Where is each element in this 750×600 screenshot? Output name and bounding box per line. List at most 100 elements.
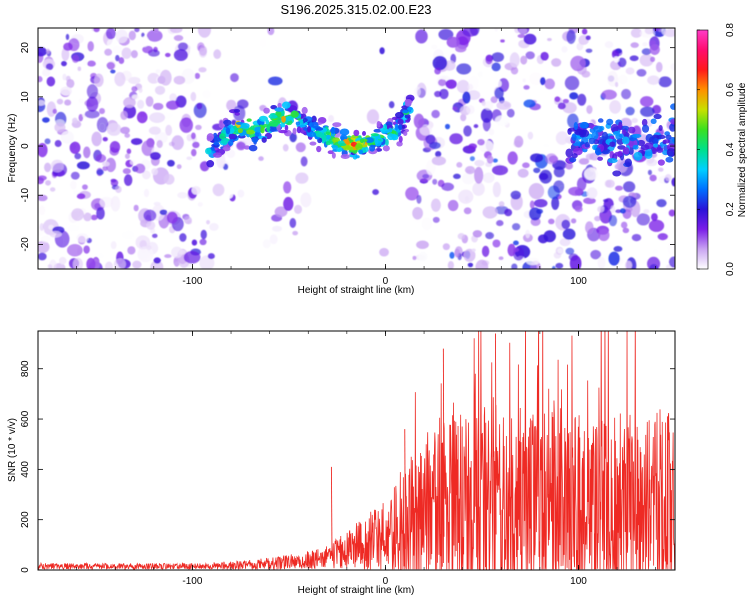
spectrogram-signal-cell — [213, 132, 218, 139]
spectrogram-cell — [153, 257, 161, 264]
spectrogram-signal-cell — [302, 118, 308, 123]
spectrogram-right-band — [565, 103, 675, 177]
spectrogram-signal-cell — [213, 137, 222, 142]
spectrogram-cell — [517, 33, 526, 39]
spectrogram-cell — [137, 246, 154, 263]
spectrogram-signal-cell — [266, 125, 270, 132]
spectrogram-cell — [649, 44, 660, 55]
spectrogram-signal-cell — [245, 129, 255, 135]
spectrogram-cell — [102, 136, 108, 142]
spectrogram-cell — [145, 96, 154, 107]
spectrogram-cell — [481, 100, 486, 106]
spectrogram-cell — [650, 118, 657, 125]
spectrogram-cell — [569, 92, 579, 100]
spectrogram-cell — [106, 38, 118, 48]
spectrogram-cell — [512, 223, 521, 231]
spectrogram-cell — [431, 156, 447, 166]
spectrogram-cell — [610, 123, 619, 133]
spectrogram-cell — [584, 167, 599, 181]
spectrogram-cell — [38, 99, 46, 107]
spectrogram-cell — [653, 113, 662, 120]
spectrogram-cell — [405, 186, 419, 201]
spectrogram-cell — [613, 246, 623, 252]
spectrogram-cell — [267, 28, 275, 36]
spectrogram-cell — [131, 94, 139, 100]
spectrogram-cell — [198, 45, 208, 56]
y-tick-label: 0 — [20, 567, 31, 573]
spectrogram-cell — [154, 85, 166, 95]
spectrogram-cell — [224, 189, 234, 199]
spectrogram-signal-cell — [246, 118, 252, 122]
spectrogram-cell — [289, 218, 297, 229]
spectrogram-cell — [511, 263, 518, 269]
spectrogram-cell — [613, 130, 621, 136]
spectrogram-cell — [86, 96, 99, 112]
spectrogram-cell — [179, 117, 194, 133]
spectrogram-cell — [131, 86, 138, 92]
spectrogram-cell — [151, 168, 158, 176]
spectrogram-signal-cell — [261, 136, 267, 143]
spectrogram-cell — [491, 165, 508, 176]
spectrogram-cell — [561, 46, 568, 53]
spectrogram-cell — [166, 100, 180, 110]
y-tick-label: 600 — [20, 410, 31, 427]
spectrogram-cell — [554, 96, 561, 103]
spectrogram-cell — [60, 86, 72, 96]
spectrogram-cell — [639, 96, 654, 107]
spectrogram-cell — [559, 238, 571, 247]
spectrogram-cell — [192, 141, 200, 149]
spectrogram-cell — [82, 184, 88, 190]
spectrogram-signal-cell — [275, 110, 282, 118]
spectrogram-cell — [102, 161, 110, 167]
spectrogram-cell — [467, 262, 474, 268]
spectrogram-signal-cell — [373, 128, 382, 133]
spectrogram-cell — [114, 72, 126, 87]
spectrogram-signal-cell — [268, 114, 278, 119]
spectrogram-cell — [456, 63, 472, 75]
spectrogram-cell — [581, 28, 588, 35]
spectrogram-cell — [588, 137, 596, 145]
spectrogram-cell — [65, 33, 70, 41]
spectrogram-cell — [585, 35, 591, 41]
spectrogram-cell — [473, 124, 479, 129]
spectrogram-cell — [121, 47, 132, 59]
spectrogram-cell — [655, 61, 663, 73]
spectrogram-cell — [526, 257, 540, 266]
spectrogram-signal-cell — [205, 147, 212, 155]
spectrogram-signal-cell — [394, 123, 399, 131]
spectrogram-cell — [606, 118, 614, 126]
spectrogram-cell — [109, 140, 121, 153]
spectrogram-cell — [633, 151, 643, 161]
spectrogram-cell — [545, 153, 558, 165]
spectrogram-cell — [54, 122, 66, 133]
spectrogram-signal-cell — [342, 144, 351, 151]
spectrogram-y-axis-title: Frequency (Hz) — [7, 114, 18, 183]
spectrogram-cell — [529, 207, 542, 221]
spectrogram-cell — [621, 129, 626, 135]
spectrogram-cell — [174, 261, 180, 267]
spectrogram-cell — [565, 148, 574, 158]
spectrogram-cell — [561, 219, 571, 230]
spectrogram-cell — [449, 133, 463, 145]
spectrogram-cell — [494, 87, 504, 99]
colorbar-tick-label: 0.8 — [725, 23, 736, 37]
spectrogram-cell — [452, 106, 458, 111]
spectrogram-signal-cell — [306, 131, 317, 138]
spectrogram-cell — [45, 63, 54, 71]
spectrogram-cell — [533, 199, 548, 208]
spectrogram-cell — [651, 213, 658, 222]
spectrogram-cell — [543, 230, 556, 243]
spectrogram-cell — [165, 124, 173, 136]
spectrogram-signal-cell — [403, 130, 408, 137]
spectrogram-cell — [39, 223, 44, 231]
spectrogram-cell — [551, 196, 560, 210]
spectrogram-x-axis-title: Height of straight line (km) — [298, 285, 415, 296]
spectrogram-signal-cell — [370, 133, 379, 137]
spectrogram-cell — [492, 181, 501, 198]
spectrogram-cell — [173, 49, 188, 62]
spectrogram-cell — [366, 109, 380, 125]
spectrogram-cell — [581, 70, 591, 78]
spectrogram-cell — [431, 109, 440, 119]
spectrogram-signal-cell — [376, 120, 381, 128]
spectrogram-cell — [601, 89, 617, 100]
